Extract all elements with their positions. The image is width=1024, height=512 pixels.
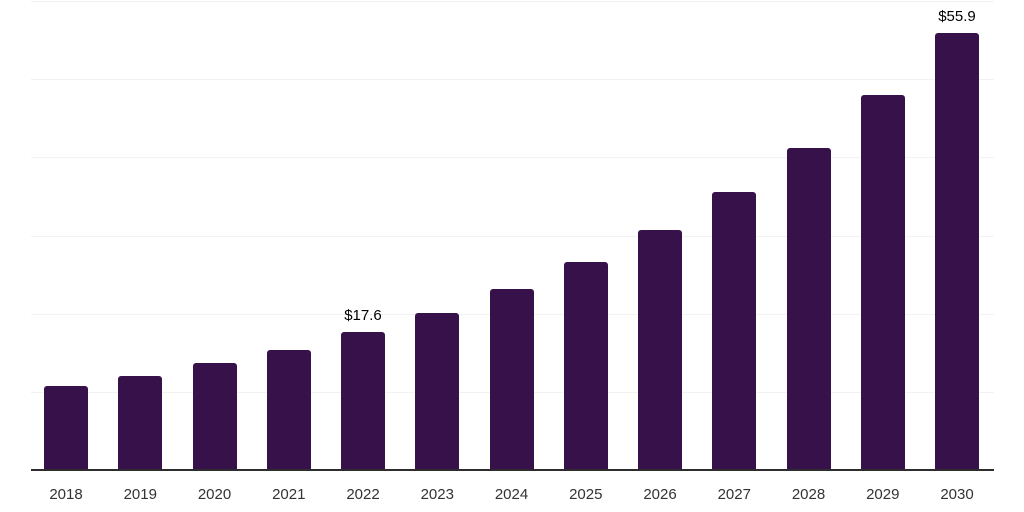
bar-2023 xyxy=(415,312,460,470)
x-tick-label-2022: 2022 xyxy=(346,486,380,503)
bar-2019 xyxy=(118,376,163,470)
x-axis-line xyxy=(31,469,994,471)
bar-2022 xyxy=(341,332,385,470)
gridline-40 xyxy=(31,157,994,158)
x-tick-label-2021: 2021 xyxy=(272,486,306,503)
x-tick-label-2030: 2030 xyxy=(940,486,974,503)
x-tick-label-2020: 2020 xyxy=(197,486,232,503)
x-tick-label-2027: 2027 xyxy=(717,486,751,503)
x-tick-label-2029: 2029 xyxy=(866,486,900,503)
x-tick-label-2023: 2023 xyxy=(420,486,454,503)
bar-2024 xyxy=(489,289,534,470)
x-tick-label-2028: 2028 xyxy=(791,486,826,503)
bar-2020 xyxy=(192,362,237,470)
bar-2029 xyxy=(860,94,905,470)
gridline-60 xyxy=(31,1,994,2)
x-tick-label-2019: 2019 xyxy=(123,486,157,503)
x-tick-label-2026: 2026 xyxy=(643,486,677,503)
data-label-2030: $55.9 xyxy=(938,8,976,26)
data-label-2022: $17.6 xyxy=(344,307,382,325)
bar-2025 xyxy=(563,262,608,470)
bar-2028 xyxy=(786,147,831,470)
bar-2026 xyxy=(638,230,682,470)
gridline-50 xyxy=(31,79,994,80)
gridline-30 xyxy=(31,236,994,237)
bar-2030 xyxy=(935,33,979,470)
x-tick-label-2024: 2024 xyxy=(494,486,529,503)
bar-2018 xyxy=(44,386,88,470)
x-tick-label-2025: 2025 xyxy=(569,486,603,503)
bar-2027 xyxy=(712,191,757,470)
x-tick-label-2018: 2018 xyxy=(49,486,83,503)
bar-2021 xyxy=(266,349,311,470)
